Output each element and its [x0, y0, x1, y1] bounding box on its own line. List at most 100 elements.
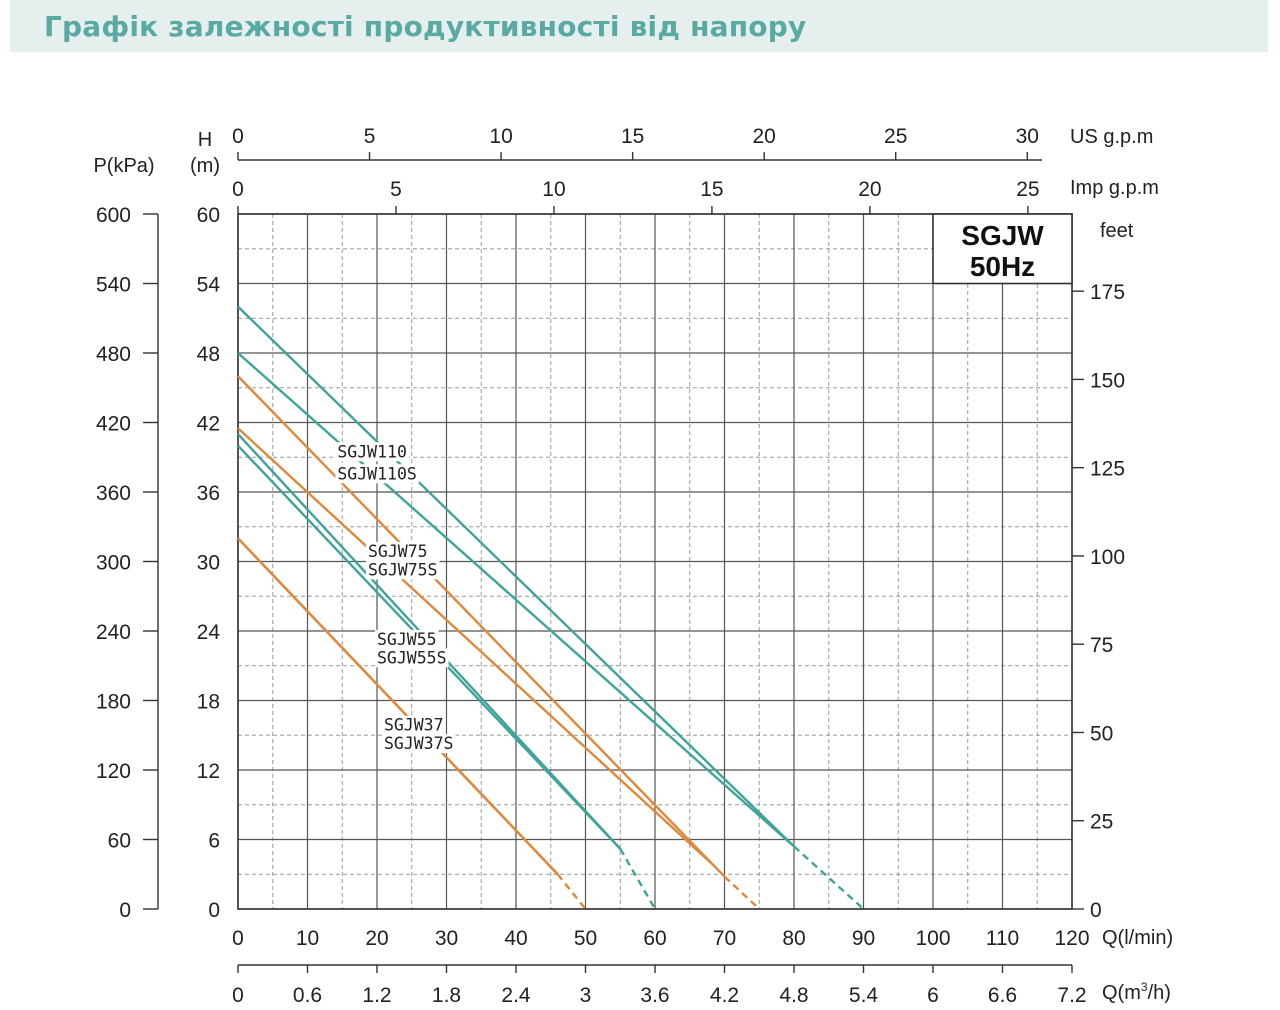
feet-tick-label: 175 [1090, 281, 1125, 304]
curve-sgjw75s [237, 427, 712, 864]
curve-sgjw75 [237, 375, 726, 878]
pressure-tick-label: 180 [96, 691, 131, 714]
us-gpm-tick-label: 5 [364, 125, 376, 148]
q-m3h-tick-label: 2.4 [501, 984, 531, 1007]
us-gpm-tick-label: 15 [621, 125, 644, 148]
q-lmin-tick-label: 40 [504, 927, 527, 950]
feet-tick-label: 150 [1090, 369, 1125, 392]
model-box-frequency: 50Hz [970, 251, 1035, 282]
head-tick-label: 54 [197, 274, 221, 297]
curve-label-sgjw55s: SGJW55S [377, 648, 447, 667]
q-lmin-axis-label: Q(l/min) [1102, 927, 1173, 949]
q-lmin-tick-label: 90 [852, 927, 875, 950]
pressure-tick-label: 600 [96, 204, 131, 227]
imp-gpm-tick-label: 20 [858, 178, 881, 201]
q-m3h-tick-label: 0 [232, 984, 244, 1007]
pressure-tick-label: 0 [119, 899, 131, 922]
model-box-name: SGJW [961, 220, 1044, 251]
q-lmin-tick-label: 100 [915, 927, 950, 950]
imp-gpm-axis-label: Imp g.p.m [1070, 177, 1159, 199]
page-title: Графік залежності продуктивності від нап… [44, 10, 807, 43]
curve-label-background [381, 734, 456, 754]
feet-axis-label: feet [1100, 220, 1134, 242]
curve-label-background [375, 629, 439, 649]
q-lmin-tick-label: 110 [986, 927, 1019, 950]
curve-label-sgjw55: SGJW55 [377, 630, 437, 649]
q-m3h-tick-label: 1.2 [362, 984, 391, 1007]
curve-label-background [365, 541, 430, 561]
head-tick-label: 48 [197, 343, 220, 366]
q-m3h-tick-label: 4.8 [779, 984, 808, 1007]
q-lmin-tick-label: 60 [643, 927, 666, 950]
imp-gpm-tick-label: 25 [1016, 178, 1039, 201]
curve-label-background [335, 442, 409, 462]
feet-tick-label: 25 [1090, 811, 1113, 834]
q-m3h-tick-label: 6 [927, 984, 939, 1007]
curve-label-sgjw37s: SGJW37S [384, 734, 454, 753]
q-lmin-tick-label: 80 [782, 927, 805, 950]
pressure-tick-label: 420 [96, 413, 131, 436]
head-axis-label-top: H [198, 129, 212, 151]
curve-label-sgjw75: SGJW75 [368, 542, 428, 561]
us-gpm-tick-label: 0 [232, 125, 244, 148]
head-tick-label: 18 [197, 691, 220, 714]
imp-gpm-tick-label: 0 [232, 178, 244, 201]
feet-tick-label: 75 [1090, 634, 1113, 657]
curve-label-sgjw37: SGJW37 [384, 716, 444, 735]
curve-sgjw110-extension [793, 845, 865, 910]
q-m3h-axis-label: Q(m3/h) [1102, 980, 1171, 1004]
curve-label-sgjw110: SGJW110 [337, 442, 407, 461]
q-lmin-tick-label: 50 [574, 927, 597, 950]
curve-sgjw110 [237, 305, 795, 848]
us-gpm-tick-label: 25 [884, 125, 907, 148]
curve-sgjw75-extension [723, 875, 761, 910]
head-tick-label: 30 [197, 552, 220, 575]
imp-gpm-tick-label: 15 [700, 178, 723, 201]
pressure-tick-label: 300 [96, 552, 131, 575]
head-tick-label: 0 [208, 899, 220, 922]
imp-gpm-tick-label: 10 [542, 178, 565, 201]
curve-label-background [375, 648, 449, 668]
head-tick-label: 12 [197, 760, 220, 783]
head-tick-label: 60 [197, 204, 220, 227]
pressure-tick-label: 540 [96, 274, 131, 297]
q-m3h-tick-label: 3.6 [640, 984, 669, 1007]
pressure-tick-label: 360 [96, 482, 131, 505]
q-m3h-tick-label: 1.8 [432, 984, 461, 1007]
curve-sgjw37s [237, 537, 559, 876]
q-lmin-tick-label: 10 [296, 927, 319, 950]
q-m3h-tick-label: 4.2 [710, 984, 739, 1007]
us-gpm-tick-label: 20 [752, 125, 775, 148]
curve-sgjw110s [237, 352, 795, 848]
us-gpm-tick-label: 10 [489, 125, 512, 148]
plot-frame [237, 213, 1073, 910]
feet-tick-label: 100 [1090, 546, 1125, 569]
q-m3h-tick-label: 0.6 [293, 984, 322, 1007]
feet-tick-label: 0 [1090, 899, 1102, 922]
head-tick-label: 6 [208, 830, 220, 853]
us-gpm-axis-label: US g.p.m [1070, 126, 1153, 148]
curve-sgjw55-extension [619, 848, 657, 910]
curve-label-background [365, 560, 440, 580]
q-lmin-tick-label: 120 [1054, 927, 1089, 950]
curve-sgjw37-extension [556, 873, 587, 910]
imp-gpm-tick-label: 5 [390, 178, 402, 201]
head-tick-label: 42 [197, 413, 220, 436]
head-tick-label: 24 [197, 621, 221, 644]
pressure-axis-label: P(kPa) [93, 155, 154, 177]
curve-label-background [335, 464, 419, 484]
title-bar [10, 0, 1268, 52]
q-m3h-tick-label: 5.4 [849, 984, 879, 1007]
head-axis-label-bottom: (m) [190, 155, 220, 177]
us-gpm-tick-label: 30 [1016, 125, 1039, 148]
q-m3h-tick-label: 3 [580, 984, 592, 1007]
curve-label-sgjw110s: SGJW110S [337, 464, 416, 483]
feet-tick-label: 50 [1090, 722, 1113, 745]
pressure-tick-label: 240 [96, 621, 131, 644]
head-tick-label: 36 [197, 482, 220, 505]
model-box [932, 213, 1073, 285]
pressure-tick-label: 60 [108, 830, 131, 853]
q-lmin-tick-label: 30 [435, 927, 458, 950]
q-lmin-tick-label: 70 [713, 927, 736, 950]
